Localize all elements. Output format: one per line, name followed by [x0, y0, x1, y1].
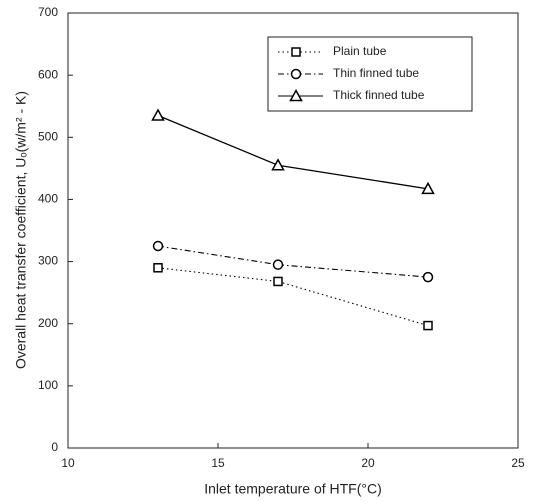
series-line — [157, 114, 429, 190]
legend-marker — [291, 47, 301, 57]
series-line — [157, 245, 429, 278]
plot-frame — [67, 12, 519, 449]
marker — [273, 276, 283, 287]
x-axis-label: Inlet temperature of HTF(°C) — [204, 481, 382, 497]
series-line — [157, 267, 429, 327]
marker — [422, 271, 434, 283]
marker — [152, 240, 164, 252]
y-tick-label: 300 — [38, 254, 58, 268]
y-tick-label: 500 — [38, 129, 58, 143]
legend-marker — [290, 68, 302, 80]
marker — [153, 263, 163, 273]
marker — [272, 259, 284, 270]
legend-label: Thick finned tube — [333, 88, 425, 102]
x-tick-label: 25 — [511, 456, 525, 470]
legend-marker — [289, 88, 303, 102]
x-tick-label: 15 — [211, 456, 225, 470]
marker — [421, 181, 435, 195]
x-tick-label: 10 — [61, 456, 75, 470]
y-tick-label: 600 — [38, 67, 58, 81]
y-tick-label: 100 — [38, 378, 58, 392]
y-tick-label: 400 — [38, 192, 58, 206]
x-tick-label: 20 — [361, 456, 375, 470]
marker — [151, 108, 165, 121]
y-tick-label: 700 — [38, 5, 58, 19]
y-tick-label: 0 — [51, 440, 58, 454]
marker — [271, 158, 285, 171]
y-axis-label: Overall heat transfer coefficient, Uₒ(w/… — [13, 91, 29, 369]
marker — [423, 320, 433, 331]
y-tick-label: 200 — [38, 316, 58, 330]
legend-label: Thin finned tube — [333, 66, 419, 80]
legend-label: Plain tube — [333, 44, 387, 58]
